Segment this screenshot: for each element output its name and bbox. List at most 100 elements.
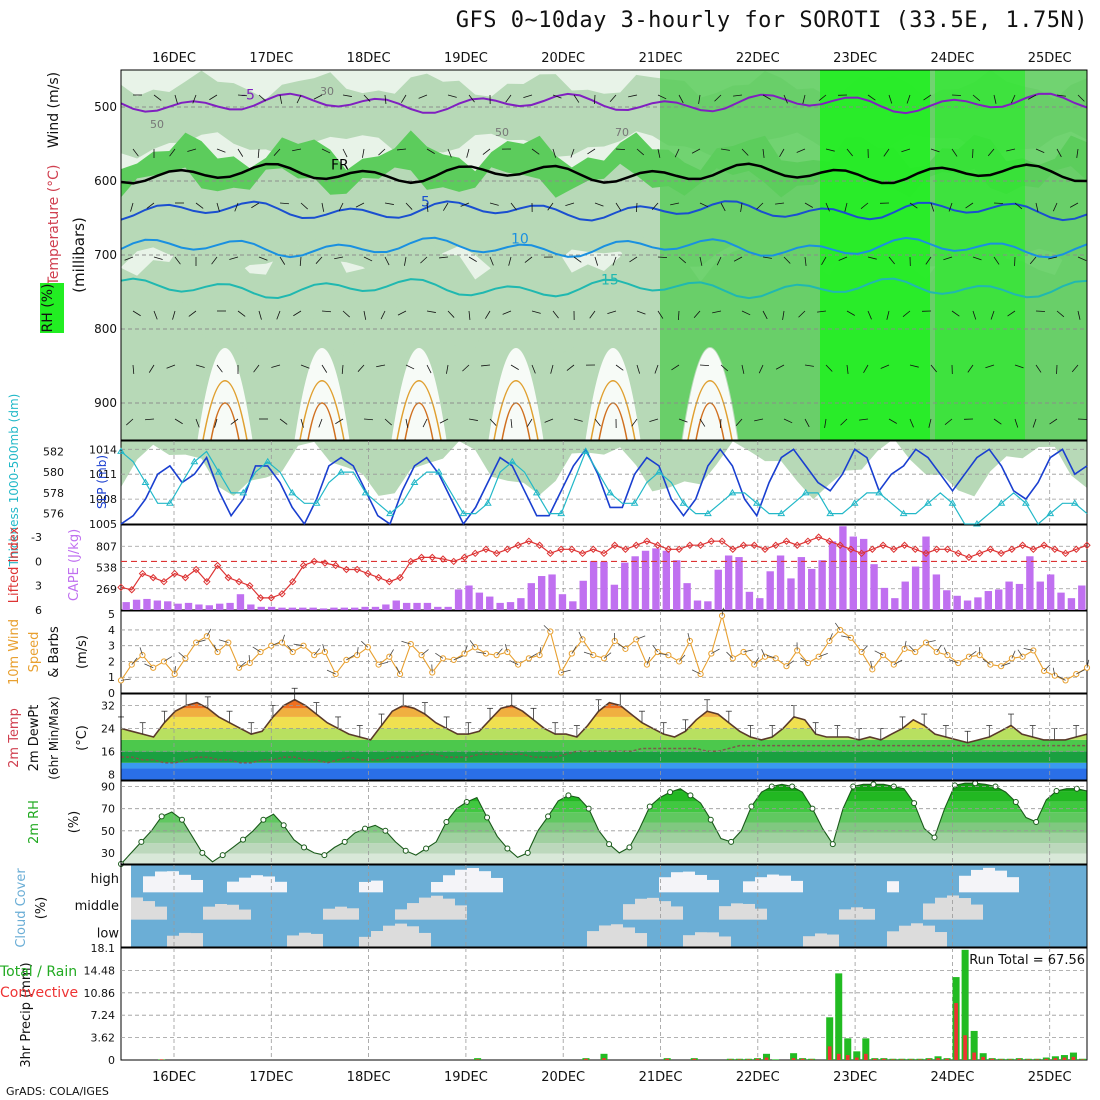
cloud-cell [671, 872, 683, 893]
wind-barb [1052, 667, 1056, 676]
wind-barb [388, 649, 394, 657]
thickness-point [435, 468, 443, 475]
wind-barb [758, 364, 764, 374]
cloud-cell [827, 934, 839, 947]
wind-barb [214, 418, 218, 428]
wind-tick-label: 0 [108, 687, 115, 700]
wind-barb [1071, 364, 1079, 373]
cloud-cell [959, 898, 971, 920]
wind-barb [786, 660, 794, 667]
day-label-top: 25DEC [1028, 51, 1072, 66]
li-point [1083, 541, 1091, 549]
li-point [707, 537, 716, 545]
cape-bar [714, 569, 722, 610]
cloud-cell [707, 879, 719, 893]
cape-bar [205, 605, 213, 610]
cloud-cell [899, 925, 911, 947]
cloud-cell [695, 932, 707, 947]
li-point [364, 569, 372, 578]
cloud-cell [923, 925, 935, 947]
wind-barb [674, 148, 680, 158]
isotherm-line [120, 236, 1088, 259]
wind-barb [258, 256, 268, 261]
rh-point [240, 836, 247, 843]
cloud-cell [1007, 877, 1019, 893]
precip-tick-label: 0 [108, 1054, 115, 1067]
wind-barb [206, 628, 212, 637]
day-label-bottom: 21DEC [639, 1070, 683, 1085]
rh-point [524, 849, 531, 856]
wind-barb [469, 640, 476, 648]
li-point [396, 573, 404, 582]
li-point [900, 541, 909, 549]
wind-barb [334, 256, 344, 260]
li-point [643, 537, 651, 545]
wind-barb [844, 202, 848, 212]
cape-bar [922, 536, 930, 610]
cape-bar [1026, 556, 1034, 610]
li-point [653, 541, 662, 549]
wind-barb [1029, 256, 1037, 265]
thickness-point [973, 520, 981, 527]
wind-barb [735, 418, 743, 427]
wind-barb [293, 643, 304, 647]
li-tick-label: 0 [35, 555, 42, 568]
wind-barb [509, 660, 519, 665]
wind-speed-point [268, 642, 275, 649]
li-point [460, 553, 469, 562]
wind-barb [909, 364, 919, 368]
rh-point [341, 838, 348, 845]
wind-barb [238, 661, 247, 669]
precip-convective-bar [728, 1059, 733, 1060]
thickness-point [777, 509, 786, 517]
wind-barb [1076, 148, 1079, 158]
precip-convective-bar [1017, 1058, 1022, 1060]
cape-bar [122, 602, 130, 610]
wind-barb [982, 658, 991, 665]
wind-barb [740, 202, 743, 212]
cloud-cell [395, 909, 407, 920]
thickness-point [263, 457, 272, 465]
wind-barb [462, 364, 470, 372]
li-point [535, 541, 544, 549]
axis-label-rh: RH (%) [40, 284, 56, 333]
li-point [975, 549, 984, 558]
wind-barb [485, 310, 491, 319]
wind-barb [502, 310, 512, 315]
wind-barb [401, 94, 407, 103]
cloud-cell [143, 876, 155, 893]
rh-point [911, 800, 918, 807]
wind-barb [678, 256, 687, 264]
wind-barb [276, 310, 281, 320]
thickness-point [581, 447, 590, 454]
wind-barb [447, 94, 457, 98]
wind-barb [657, 148, 661, 158]
rh-legend-swatch [40, 283, 64, 333]
thickness-point [826, 509, 835, 517]
wind-barb [990, 310, 995, 320]
li-point [943, 545, 952, 553]
wind-barb [834, 622, 841, 631]
cloud-cell [155, 906, 167, 920]
cloud-cell [695, 874, 707, 893]
wind-barb [762, 94, 771, 100]
cloud-cell [779, 875, 791, 893]
precip-convective-bar [854, 1057, 859, 1060]
wind-barb [817, 310, 827, 313]
precip-total-bar [970, 1030, 978, 1060]
thickness-point [752, 499, 761, 506]
wind-barb [874, 650, 884, 656]
wind-barb [292, 148, 302, 152]
cloud-cell [923, 903, 935, 920]
wind-barb [840, 418, 848, 426]
wind-barb [531, 364, 536, 374]
wind-barb [431, 664, 433, 673]
wind-barb [699, 202, 709, 208]
wind-barb [443, 202, 449, 211]
wind-speed-point [590, 652, 597, 659]
li-point [686, 541, 694, 549]
cloud-cell [455, 869, 467, 893]
wind-speed-point [879, 652, 887, 659]
precip-convective-bar [1026, 1059, 1031, 1060]
cloud-cell [215, 903, 227, 920]
